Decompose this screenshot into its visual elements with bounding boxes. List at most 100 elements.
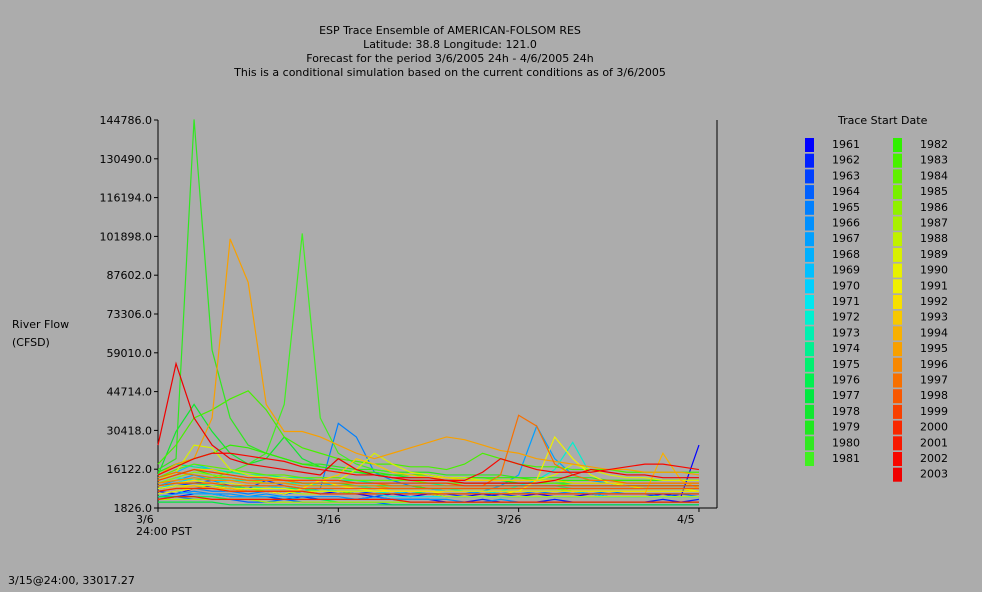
- legend-swatch-1975: [805, 357, 814, 372]
- legend-label-1971: 1971: [832, 295, 860, 308]
- y-tick-label: 144786.0: [100, 114, 153, 127]
- legend-swatch-1977: [805, 389, 814, 404]
- legend-swatch-2002: [893, 452, 902, 466]
- legend-label-1987: 1987: [920, 217, 948, 230]
- legend-swatch-1992: [893, 295, 902, 309]
- chart-title: ESP Trace Ensemble of AMERICAN-FOLSOM RE…: [319, 24, 581, 37]
- legend-swatch-1988: [893, 232, 902, 247]
- legend-label-1997: 1997: [920, 374, 948, 387]
- legend-swatch-1966: [805, 216, 814, 231]
- legend-swatch-2001: [893, 436, 902, 451]
- legend-swatch-1974: [805, 342, 814, 357]
- legend-label-1977: 1977: [832, 389, 860, 402]
- y-tick-label: 116194.0: [100, 192, 153, 205]
- legend-swatch-2003: [893, 467, 902, 482]
- legend-label-1970: 1970: [832, 279, 860, 292]
- legend-swatch-1983: [893, 153, 902, 168]
- cursor-readout: 3/15@24:00, 33017.27: [8, 574, 135, 587]
- series-line-2002: [157, 452, 700, 481]
- legend-label-1992: 1992: [920, 295, 948, 308]
- legend-swatch-1970: [805, 279, 814, 294]
- legend-swatch-1998: [893, 389, 902, 404]
- x-tick-label: 4/5: [677, 513, 695, 526]
- x-tick-label: 3/16: [316, 513, 341, 526]
- legend-label-1975: 1975: [832, 358, 860, 371]
- x-tick-label: 3/26: [497, 513, 522, 526]
- legend-label-1982: 1982: [920, 138, 948, 151]
- series-line-1995: [157, 238, 700, 476]
- legend-swatch-1978: [805, 404, 814, 419]
- series-line-1967: [157, 424, 700, 495]
- legend-label-1994: 1994: [920, 326, 948, 339]
- legend-label-1967: 1967: [832, 232, 860, 245]
- y-tick-label: 101898.0: [100, 230, 153, 243]
- legend-swatch-1984: [893, 169, 902, 184]
- legend-swatch-1982: [893, 138, 902, 152]
- series-line-2000: [157, 487, 699, 495]
- legend-swatch-2000: [893, 420, 902, 435]
- series-line-1981: [157, 233, 699, 487]
- legend-swatch-1980: [805, 436, 814, 451]
- legend-label-1973: 1973: [832, 326, 860, 339]
- x-tick-label: 3/6: [136, 513, 154, 526]
- legend-label-1989: 1989: [920, 248, 948, 261]
- legend-label-1962: 1962: [832, 154, 860, 167]
- legend-label-1988: 1988: [920, 232, 948, 245]
- legend-label-1986: 1986: [920, 201, 948, 214]
- series-line-1980: [157, 119, 699, 481]
- series-line-2003: [157, 361, 699, 484]
- legend-swatch-1986: [893, 200, 902, 215]
- series-line-1999: [157, 468, 699, 487]
- legend-label-1995: 1995: [920, 342, 948, 355]
- legend-swatch-1990: [893, 263, 902, 278]
- chart-subtitle-note: This is a conditional simulation based o…: [234, 66, 666, 79]
- legend-swatch-1963: [805, 169, 814, 184]
- y-axis-label-line2: (CFSD): [12, 336, 50, 349]
- legend-swatch-1996: [893, 357, 902, 372]
- legend-label-1996: 1996: [920, 358, 948, 371]
- legend-label-1966: 1966: [832, 217, 860, 230]
- legend-label-1972: 1972: [832, 311, 860, 324]
- y-tick-label: 59010.0: [107, 347, 153, 360]
- legend-swatch-1969: [805, 263, 814, 278]
- legend-label-1981: 1981: [832, 452, 860, 465]
- legend-label-2003: 2003: [920, 468, 948, 481]
- series-line-1989: [157, 444, 699, 481]
- y-tick-label: 30418.0: [107, 424, 153, 437]
- legend-swatch-1973: [805, 326, 814, 341]
- series-line-1997: [157, 414, 699, 487]
- legend-swatch-1968: [805, 247, 814, 262]
- legend-label-2002: 2002: [920, 452, 948, 465]
- y-tick-label: 130490.0: [100, 153, 153, 166]
- legend-swatch-1993: [893, 310, 902, 325]
- legend-label-1984: 1984: [920, 169, 948, 182]
- legend-label-2001: 2001: [920, 436, 948, 449]
- y-tick-label: 1826.0: [114, 502, 153, 515]
- series-line-1998: [157, 482, 699, 490]
- legend-label-1963: 1963: [832, 169, 860, 182]
- legend-swatch-1964: [805, 185, 814, 200]
- legend-label-1961: 1961: [832, 138, 860, 151]
- legend-swatch-1979: [805, 420, 814, 435]
- legend-label-1980: 1980: [832, 436, 860, 449]
- legend-title: Trace Start Date: [838, 114, 928, 127]
- y-tick-label: 16122.0: [107, 463, 153, 476]
- legend-label-1969: 1969: [832, 264, 860, 277]
- legend-swatch-1995: [893, 342, 902, 357]
- legend-label-1999: 1999: [920, 405, 948, 418]
- legend-swatch-1987: [893, 216, 902, 231]
- x-tick-sublabel: 24:00 PST: [136, 525, 192, 538]
- legend-label-1978: 1978: [832, 405, 860, 418]
- legend-label-1985: 1985: [920, 185, 948, 198]
- legend-label-1998: 1998: [920, 389, 948, 402]
- legend-swatch-1994: [893, 326, 902, 341]
- legend-swatch-1961: [805, 138, 814, 152]
- y-tick-label: 73306.0: [107, 308, 153, 321]
- legend-swatch-1972: [805, 310, 814, 325]
- chart-subtitle-period: Forecast for the period 3/6/2005 24h - 4…: [306, 52, 594, 65]
- legend-label-1990: 1990: [920, 264, 948, 277]
- legend-swatch-1997: [893, 373, 902, 388]
- legend-swatch-1965: [805, 200, 814, 215]
